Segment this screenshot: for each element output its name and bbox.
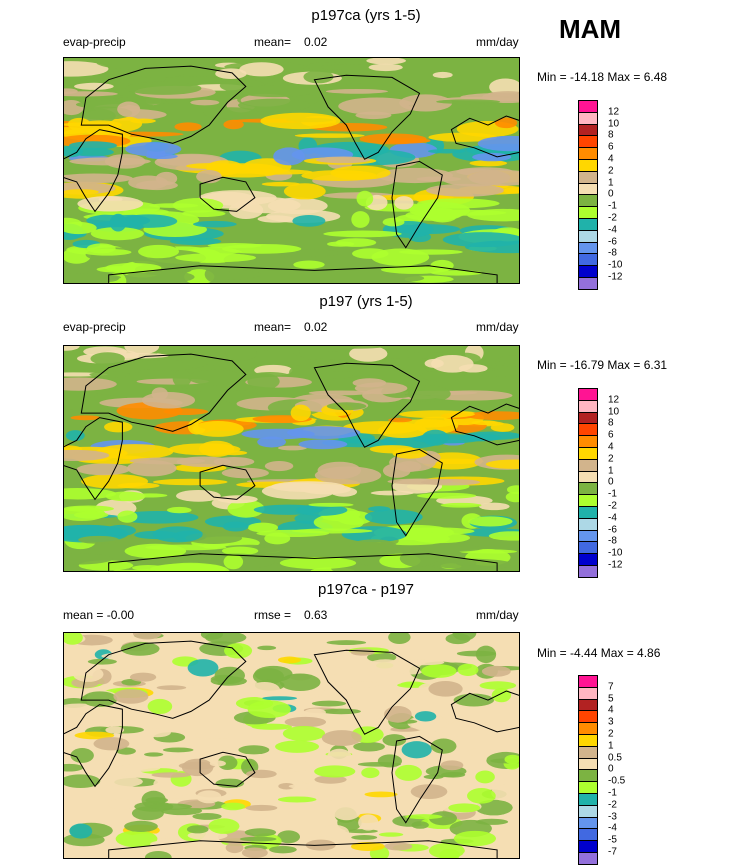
legend-label: 1	[608, 177, 614, 189]
legend-label: -4	[608, 224, 617, 236]
legend-label: -12	[608, 559, 623, 571]
legend-label: -2	[608, 799, 617, 811]
legend-label: -4	[608, 822, 617, 834]
legend-label: 8	[608, 129, 614, 141]
legend-label: 2	[608, 453, 614, 465]
legend-label: 12	[608, 394, 620, 406]
panel-1-legend: 12 10 8 6 4 2 1 0 -1 -2 -4 -6 -8 -10 -12	[578, 100, 622, 290]
legend-label: 3	[608, 716, 614, 728]
legend-label: 12	[608, 106, 620, 118]
legend-label: 6	[608, 429, 614, 441]
panel-2-variable: evap-precip	[63, 320, 126, 334]
legend-label: 2	[608, 165, 614, 177]
legend-label: 7	[608, 681, 614, 693]
legend-label: 6	[608, 141, 614, 153]
panel-3-units: mm/day	[476, 608, 519, 622]
legend-label: 4	[608, 153, 614, 165]
legend-label: -2	[608, 500, 617, 512]
panel-3-rmse-label: rmse =	[254, 608, 292, 622]
legend-label: -1	[608, 200, 617, 212]
panel-3-legend: 7 5 4 3 2 1 0.5 0 -0.5 -1 -2 -3 -4 -5 -7	[578, 675, 625, 865]
panel-1-map	[63, 57, 520, 284]
panel-1-minmax: Min = -14.18 Max = 6.48	[537, 70, 668, 84]
legend-label: -0.5	[608, 775, 626, 787]
panel-3-rmse-value: 0.63	[304, 608, 328, 622]
panel-1-title: p197ca (yrs 1-5)	[311, 7, 421, 24]
legend-label: 2	[608, 728, 614, 740]
legend-label: -10	[608, 547, 623, 559]
panel-2-units: mm/day	[476, 320, 519, 334]
legend-label: 1	[608, 740, 614, 752]
panel-2-title: p197 (yrs 1-5)	[319, 293, 413, 310]
legend-label: -5	[608, 834, 617, 846]
legend-label: -3	[608, 811, 617, 823]
legend-label: 0.5	[608, 752, 622, 764]
panel-1-mean-label: mean=	[254, 35, 292, 49]
panel-1-variable: evap-precip	[63, 35, 126, 49]
panel-2-map	[63, 345, 520, 572]
legend-label: 0	[608, 476, 614, 488]
legend-swatch	[578, 852, 598, 865]
panel-3-map	[63, 632, 520, 859]
panel-1-units: mm/day	[476, 35, 519, 49]
legend-label: -7	[608, 846, 617, 858]
panel-2-mean-label: mean=	[254, 320, 292, 334]
legend-label: -2	[608, 212, 617, 224]
legend-label: -6	[608, 524, 617, 536]
legend-label: 4	[608, 441, 614, 453]
legend-swatch	[578, 565, 598, 578]
legend-label: -1	[608, 787, 617, 799]
legend-label: 0	[608, 188, 614, 200]
legend-label: 10	[608, 406, 620, 418]
legend-swatch	[578, 277, 598, 290]
panel-2-mean-value: 0.02	[304, 320, 328, 334]
legend-label: -4	[608, 512, 617, 524]
legend-label: -6	[608, 236, 617, 248]
panel-3-title: p197ca - p197	[318, 581, 414, 598]
legend-label: -8	[608, 247, 617, 259]
panel-2-minmax: Min = -16.79 Max = 6.31	[537, 358, 668, 372]
legend-label: 4	[608, 704, 614, 716]
legend-label: 0	[608, 763, 614, 775]
legend-label: 10	[608, 118, 620, 130]
panel-3-minmax: Min = -4.44 Max = 4.86	[537, 646, 661, 660]
legend-label: -10	[608, 259, 623, 271]
legend-label: 1	[608, 465, 614, 477]
legend-label: -12	[608, 271, 623, 283]
legend-label: -8	[608, 535, 617, 547]
season-label: MAM	[559, 14, 622, 44]
legend-label: 8	[608, 417, 614, 429]
legend-label: -1	[608, 488, 617, 500]
panel-2-legend: 12 10 8 6 4 2 1 0 -1 -2 -4 -6 -8 -10 -12	[578, 388, 622, 578]
panel-3-mean: mean = -0.00	[63, 608, 135, 622]
panel-1-mean-value: 0.02	[304, 35, 328, 49]
legend-label: 5	[608, 693, 614, 705]
